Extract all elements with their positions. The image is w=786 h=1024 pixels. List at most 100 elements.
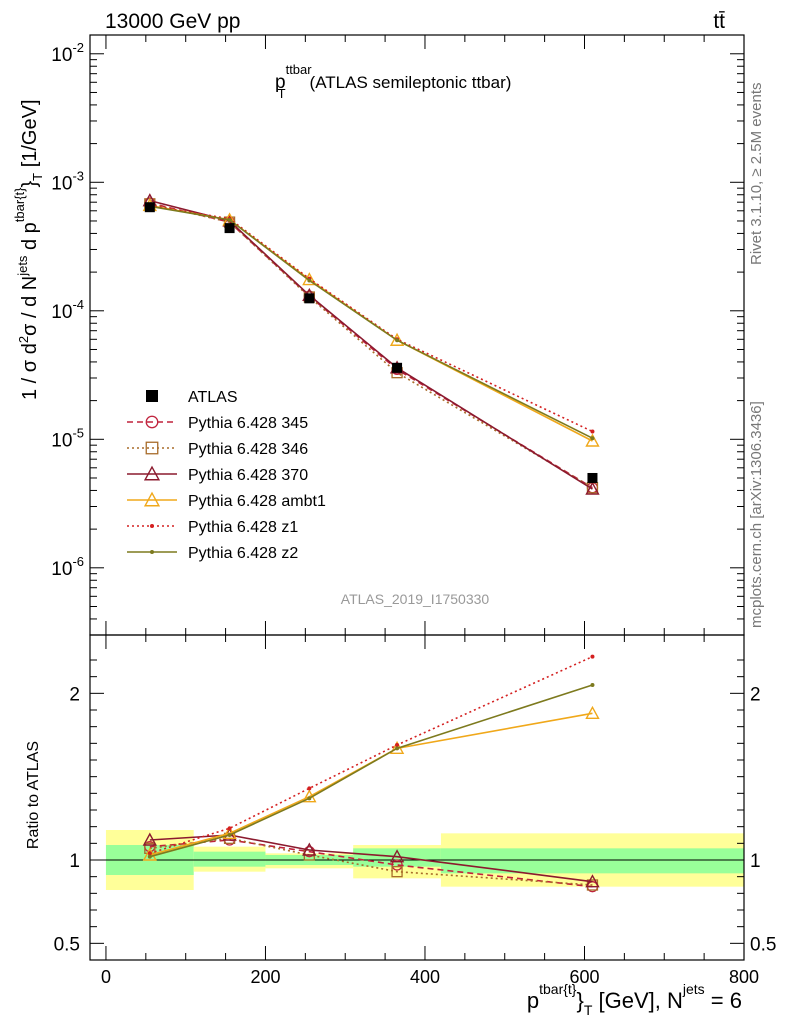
ylabel-part4: } [19,181,41,188]
atlas-point-4 [587,472,598,483]
xlabel-sup-tbar: tbar{t} [539,981,577,997]
series-4-ratio-point-1 [227,826,232,831]
series-4-ratio-point-0 [147,851,152,856]
series-line-ratio-5 [149,684,593,858]
xlabel-unit: [GeV], N [592,988,682,1013]
ylabel-part3: d p [19,222,41,255]
atlas-point-1 [224,223,235,234]
xlabel-p: p [527,988,539,1013]
y-ratio-tick-label-left-1: 1 [69,851,80,872]
axes: 0 200 400 600 800 10-6 10-5 10-4 10-3 10-2 0.5 0.5 1… [51,34,776,987]
series-3-ratio-point-0 [142,847,157,861]
series-2-ratio-point-2 [302,842,317,856]
atlas-point-3 [392,362,403,373]
x-tick-label-4: 800 [729,967,759,987]
ylabel-sup2: 2 [16,336,31,343]
ylabel-sup-jets: jets [15,255,30,277]
y-main-tick-label-0: 10-6 [51,554,84,580]
legend-marker-5 [150,550,154,554]
series-5-point-1 [227,217,232,222]
ratio-series-layer [142,654,600,893]
ylabel-part1: 1 / σ d [19,343,41,400]
series-4-ratio-point-3 [395,743,400,747]
y-ratio-tick-label-left-2: 2 [69,684,80,705]
y-main-tick-label-4: 10-2 [51,40,84,66]
analysis-watermark: ATLAS_2019_I1750330 [341,591,490,607]
ratio-frame [89,634,745,961]
title-rest: (ATLAS semileptonic ttbar) [310,73,512,92]
series-5-point-4 [590,436,595,441]
xlabel-sup-jets: jets [682,981,705,997]
y-ratio-tick-label-right-1: 1 [750,851,761,872]
legend-label-2: Pythia 6.428 346 [188,441,308,458]
series-4-point-4 [590,429,595,434]
series-4-ratio-point-4 [590,654,595,659]
y-main-tick-label-3: 10-3 [51,168,84,194]
ylabel-sub-T: T [30,173,45,181]
series-2-point-4 [585,481,600,495]
x-tick-label-0: 0 [101,967,111,987]
band-inner-3 [353,848,441,867]
legend-marker-2 [143,465,161,481]
rivet-label: Rivet 3.1.10, ≥ 2.5M events [748,83,765,266]
x-tick-label-3: 600 [569,967,599,987]
xlabel-brace: } [576,988,583,1013]
series-3-point-4 [585,433,600,447]
mcplots-label: mcplots.cern.ch [arXiv:1306.3436] [748,401,765,628]
plot-title: pttbar T (ATLAS semileptonic ttbar) [275,62,511,101]
ylabel-unit: [1/GeV] [19,99,41,172]
legend-label-4: Pythia 6.428 ambt1 [188,493,326,510]
header-process: tt̄ [713,10,725,33]
series-0-ratio-point-3 [391,859,403,871]
series-5-ratio-point-4 [590,683,595,687]
x-tick-label-1: 200 [250,967,280,987]
series-3-point-3 [389,332,405,346]
series-4-ratio-point-2 [307,786,312,791]
legend-label-1: Pythia 6.428 345 [188,415,308,432]
data-points-layer [144,202,598,483]
band-inner-4 [440,848,744,874]
series-5-ratio-point-3 [395,746,400,751]
series-2-ratio-point-0 [142,832,157,846]
atlas-point-2 [304,293,315,304]
series-5-point-2 [307,278,312,283]
band-inner-1 [193,851,266,867]
legend-label-3: Pythia 6.428 370 [188,467,308,484]
series-1-ratio-point-3 [391,866,403,878]
legend-label-0: ATLAS [188,389,238,406]
legend-marker-4 [150,524,154,528]
series-2-ratio-point-4 [585,874,600,888]
y-axis-label-main: 1 / σ d2σ / d Njets d ptbar{t}}T [1/GeV] [12,99,45,400]
x-tick-label-2: 400 [410,967,440,987]
legend-label-5: Pythia 6.428 z1 [188,519,298,536]
y-main-tick-label-1: 10-5 [51,425,84,451]
series-5-ratio-point-2 [307,796,312,801]
x-axis-label: ptbar{t}}T [GeV], Njets = 6 [527,981,742,1018]
y-ratio-tick-label-right-0: 0.5 [750,934,776,955]
legend-marker-1 [145,441,159,455]
title-main: p [275,72,286,93]
xlabel-sub-T: T [584,1002,593,1018]
legend-label-6: Pythia 6.428 z2 [188,545,298,562]
series-3-ratio-point-4 [585,705,600,720]
ylabel-sup-tbar: tbar{t} [12,187,27,222]
series-5-point-3 [395,338,400,343]
title-sup: ttbar [286,62,313,77]
legend: ATLAS Pythia 6.428 345 Pythia 6.428 346 Pyt… [127,389,326,562]
ylabel-part2: σ / d N [19,276,41,336]
y-main-tick-label-2: 10-4 [51,297,84,323]
series-5-ratio-point-0 [147,854,152,859]
series-5-ratio-point-1 [227,833,232,837]
y-axis-label-ratio: Ratio to ATLAS [25,741,42,849]
series-2-ratio-point-3 [389,849,405,863]
legend-marker-atlas [146,390,158,402]
series-line-ratio-4 [149,655,593,855]
legend-marker-0 [145,415,159,429]
y-ratio-tick-label-right-2: 2 [750,684,761,705]
xlabel-value: = 6 [705,988,742,1013]
header-energy: 13000 GeV pp [105,10,240,33]
y-ratio-tick-label-left-0: 0.5 [54,934,80,955]
atlas-point-0 [144,202,155,213]
title-sub: T [278,86,286,101]
